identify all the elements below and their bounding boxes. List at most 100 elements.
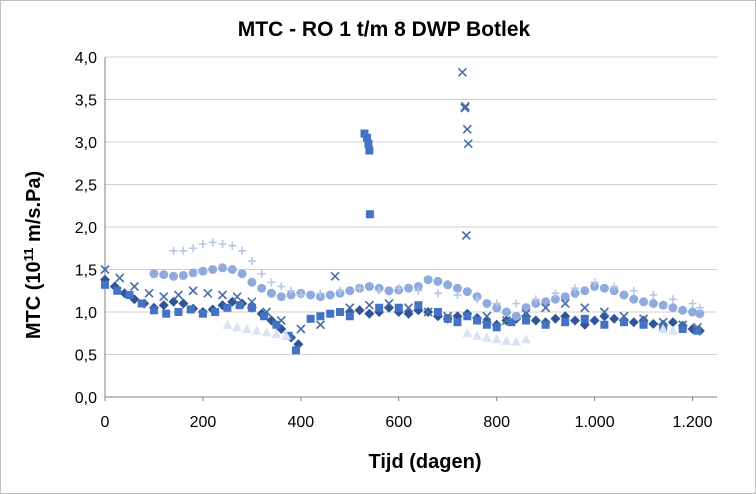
data-point <box>260 312 269 321</box>
data-point <box>473 295 482 304</box>
data-point <box>198 240 207 248</box>
data-point <box>365 146 374 155</box>
data-point <box>144 288 154 298</box>
data-point <box>336 308 345 316</box>
data-point <box>460 101 470 111</box>
data-point <box>272 320 281 329</box>
data-point <box>267 278 276 287</box>
data-point <box>462 124 472 134</box>
chart-title: MTC - RO 1 t/m 8 DWP Botlek <box>238 18 531 41</box>
data-point <box>461 230 471 241</box>
series-5 <box>100 67 702 334</box>
data-point <box>629 286 638 295</box>
data-point <box>688 299 697 308</box>
data-point <box>531 295 540 304</box>
data-point <box>560 292 570 302</box>
data-point <box>423 307 433 317</box>
data-point <box>360 129 369 138</box>
data-point <box>522 316 531 325</box>
data-point <box>460 103 470 113</box>
data-point <box>580 314 589 323</box>
data-point <box>198 309 207 318</box>
data-point <box>688 307 698 317</box>
data-point <box>178 270 188 280</box>
data-point <box>325 290 335 300</box>
x-tick-label: 1.200 <box>672 414 712 431</box>
data-point <box>550 313 561 324</box>
data-point <box>228 241 237 250</box>
data-point <box>168 296 179 307</box>
data-point <box>667 325 678 335</box>
data-point <box>384 298 394 309</box>
data-point <box>482 320 491 329</box>
data-point <box>129 281 139 292</box>
data-point <box>531 299 541 308</box>
data-point <box>315 320 325 330</box>
data-point <box>113 286 122 295</box>
data-point <box>473 316 482 325</box>
data-point <box>638 314 649 324</box>
data-point <box>678 325 687 333</box>
data-point <box>481 332 492 342</box>
y-tick-label: 3,0 <box>75 135 97 152</box>
y-tick-label: 0,5 <box>75 348 97 365</box>
data-point <box>511 311 521 321</box>
data-point <box>541 303 551 313</box>
y-tick-label: 1,0 <box>75 305 97 322</box>
data-point <box>433 289 442 298</box>
data-point <box>384 286 394 296</box>
data-point <box>521 309 531 319</box>
data-point <box>678 305 688 315</box>
data-point <box>222 319 233 329</box>
data-point <box>695 303 704 312</box>
data-point <box>619 290 629 300</box>
data-point <box>287 286 296 295</box>
data-point <box>238 246 247 255</box>
data-point <box>179 246 188 255</box>
data-point <box>281 330 292 340</box>
y-tick-label: 1,5 <box>75 263 97 280</box>
data-point <box>443 314 452 323</box>
data-point <box>203 288 213 298</box>
data-point <box>457 67 467 77</box>
data-point <box>364 139 373 148</box>
data-point <box>668 295 677 304</box>
data-point <box>169 246 178 255</box>
data-point <box>404 283 414 293</box>
data-point <box>218 263 228 273</box>
data-point <box>232 292 242 302</box>
data-point <box>463 139 473 149</box>
data-point <box>306 314 315 323</box>
data-point <box>414 301 423 310</box>
data-point <box>589 315 600 326</box>
data-point <box>251 325 262 335</box>
data-point <box>266 288 276 298</box>
data-point <box>355 284 364 293</box>
data-point <box>492 323 501 332</box>
y-axis-label-sup: 11 <box>21 248 36 262</box>
data-point <box>453 283 463 293</box>
data-point <box>492 303 502 313</box>
data-point <box>658 300 668 310</box>
data-point <box>286 290 296 300</box>
data-point <box>227 265 237 274</box>
data-point <box>354 305 365 316</box>
data-point <box>560 298 570 309</box>
data-point <box>501 315 512 326</box>
data-point <box>198 266 208 276</box>
data-point <box>507 318 516 327</box>
data-point <box>159 270 169 280</box>
data-point <box>178 298 189 309</box>
data-point <box>247 257 256 265</box>
y-tick-label: 2,0 <box>75 220 97 237</box>
data-point <box>217 290 228 300</box>
data-point <box>619 311 629 321</box>
data-point <box>208 238 217 247</box>
data-point <box>541 297 551 307</box>
data-point <box>235 301 244 310</box>
data-point <box>639 320 648 329</box>
data-point <box>362 133 371 142</box>
data-point <box>208 265 218 274</box>
